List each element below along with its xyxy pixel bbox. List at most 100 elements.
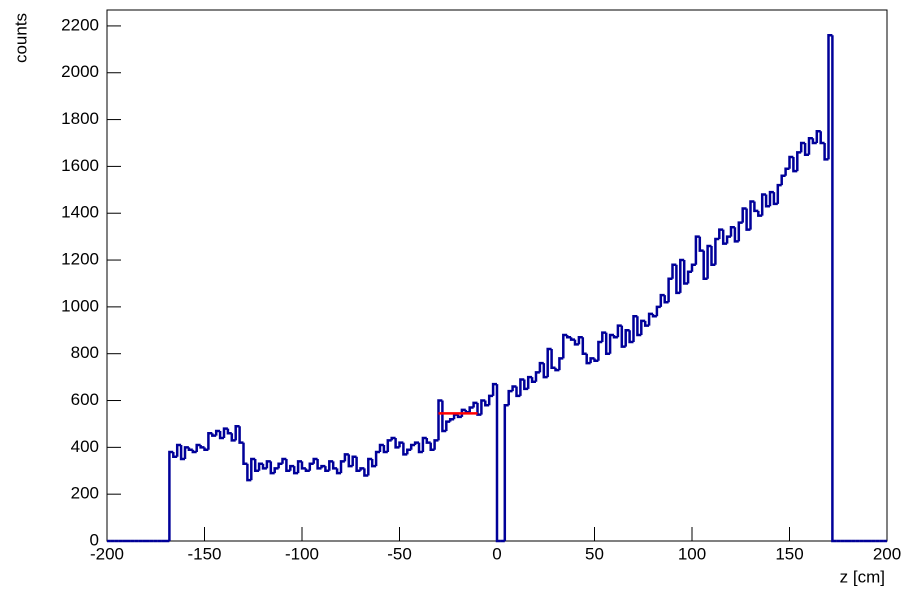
histogram-bin [526, 375, 533, 389]
histogram-bin [285, 459, 291, 473]
histogram-bin [191, 449, 197, 454]
histogram-bin [562, 333, 568, 359]
y-tick-label: 1200 [61, 250, 99, 269]
histogram-bin [702, 250, 708, 281]
histogram-bin [437, 399, 443, 441]
histogram-bin [331, 461, 338, 470]
histogram-bin [363, 468, 369, 477]
histogram-bin [534, 371, 540, 382]
histogram-bin [316, 459, 322, 470]
histogram-bin [222, 427, 228, 438]
histogram-bin [257, 462, 263, 471]
histogram-bin [351, 455, 357, 467]
histogram-bin [655, 305, 661, 317]
histogram-bin [406, 448, 412, 455]
histogram-bin [811, 138, 817, 145]
y-tick-label: 1800 [61, 109, 99, 128]
histogram-bin [757, 210, 763, 217]
histogram-bin [721, 229, 728, 245]
histogram-bin [355, 456, 361, 473]
histogram-bin [792, 157, 798, 173]
histogram-bin [799, 141, 806, 153]
histogram-bin [179, 445, 185, 461]
histogram-bin [523, 379, 529, 391]
histogram-bin [753, 201, 759, 213]
histogram-bin [433, 439, 439, 450]
histogram-bin [199, 445, 205, 449]
y-tick-label: 2200 [61, 15, 99, 34]
x-tick-label: 100 [678, 544, 706, 563]
histogram-bin [203, 447, 209, 451]
histogram-bin [733, 227, 739, 243]
histogram-bin [503, 403, 509, 541]
histogram-bin [577, 336, 583, 345]
histogram-bin [378, 443, 384, 453]
histogram-bin [511, 385, 517, 392]
histogram-bin [608, 333, 614, 354]
histogram-bin [487, 394, 494, 406]
histogram-bin [628, 330, 634, 344]
histogram-bin [647, 312, 653, 326]
histogram-bin [226, 428, 232, 435]
x-tick-label: -200 [90, 544, 124, 563]
histogram-bin [312, 457, 318, 464]
histogram-bin [339, 460, 345, 474]
histogram-bin [569, 337, 575, 341]
histogram-bin [714, 237, 720, 265]
y-tick-label: 1600 [61, 156, 99, 175]
histogram-bin [698, 236, 704, 252]
histogram-bin [491, 382, 497, 396]
histogram-bin [760, 193, 767, 216]
histogram-bin [374, 450, 380, 467]
histogram-bin [675, 264, 681, 295]
histogram-bin [448, 418, 455, 422]
histogram-bin [597, 340, 603, 361]
x-tick-label: 50 [585, 544, 604, 563]
histogram-bin [484, 400, 490, 407]
histogram-bin [250, 457, 256, 481]
histogram-bin [472, 401, 478, 408]
histogram-bin [370, 459, 377, 468]
histogram-bin [784, 167, 790, 176]
histogram-bin [230, 433, 236, 442]
x-tick-label: -100 [285, 544, 319, 563]
histogram-bin [304, 468, 310, 473]
histogram-bin [456, 414, 462, 419]
histogram-bin [214, 429, 221, 436]
histogram-bin [195, 443, 201, 453]
histogram-bin [749, 200, 755, 230]
y-tick-label: 0 [90, 530, 99, 549]
histogram-bin [515, 386, 521, 398]
histogram-bin [679, 258, 685, 293]
histogram-bin [632, 314, 638, 342]
histogram-bin [238, 426, 244, 444]
histogram-bin [772, 192, 778, 206]
x-tick-label: 200 [873, 544, 901, 563]
histogram-bin [495, 384, 501, 543]
histogram-bin [796, 151, 802, 172]
histogram-bin [445, 420, 451, 431]
histogram-bin [807, 137, 813, 155]
x-axis-label: z [cm] [840, 567, 885, 586]
histogram-bin [324, 466, 330, 473]
histogram-bin [413, 441, 419, 446]
y-tick-label: 2000 [61, 62, 99, 81]
histogram-bin [398, 441, 404, 448]
histogram-bin [745, 208, 751, 231]
histogram-bin [246, 463, 252, 482]
histogram-bin [604, 332, 611, 355]
histogram-bin [651, 313, 657, 318]
histogram-bin [686, 270, 692, 284]
histogram-bin [780, 174, 786, 186]
histogram-bin [538, 361, 544, 373]
y-tick-label: 600 [71, 390, 99, 409]
histogram-bin [612, 334, 618, 339]
y-axis-label: counts [11, 13, 30, 63]
x-tick-label: -50 [387, 544, 412, 563]
histogram-bin [581, 337, 587, 355]
histogram-bin [417, 442, 423, 454]
histogram-bin [725, 235, 731, 244]
histogram-bin [694, 235, 700, 265]
histogram-bin [273, 467, 279, 474]
histogram-bin [277, 462, 283, 469]
